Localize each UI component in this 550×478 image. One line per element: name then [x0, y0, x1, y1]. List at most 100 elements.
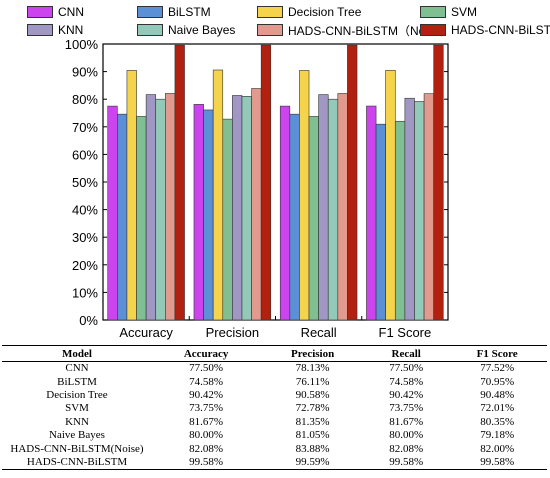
bar: [289, 113, 300, 321]
legend-item: HADS-CNN-BiLSTM: [420, 22, 550, 38]
table-cell-value: 81.67%: [189, 415, 224, 428]
table-cell-model: Naive Bayes: [49, 429, 105, 442]
y-tick-label: 0%: [79, 313, 98, 328]
table-cell-value: 99.59%: [260, 455, 366, 471]
table-cell-value: 99.58%: [152, 455, 261, 471]
y-tick-label: 80%: [72, 92, 98, 107]
bar: [203, 109, 214, 321]
table-cell-value: 77.50%: [389, 362, 424, 375]
header-model: Model: [2, 345, 152, 362]
table-cell-model: HADS-CNN-BiLSTM: [2, 455, 152, 471]
header-recall: Recall: [365, 345, 448, 362]
table-header-row: Model Accuracy Precision Recall F1 Score: [2, 345, 547, 362]
table-cell-value: 77.50%: [189, 362, 224, 375]
legend-label: BiLSTM: [168, 5, 211, 19]
x-tick-label: Accuracy: [119, 325, 173, 340]
bar: [308, 116, 319, 321]
table-cell-value: 99.58%: [365, 455, 448, 471]
table-cell-value: 72.78%: [295, 402, 330, 415]
bar: [260, 44, 272, 321]
table-cell-value: 99.58%: [447, 455, 547, 471]
bar: [241, 96, 252, 321]
table-cell-model: KNN: [65, 415, 89, 428]
table-cell-model: Decision Tree: [46, 388, 108, 401]
table-row: CNN 77.50% 78.13% 77.50% 77.52%: [2, 362, 547, 376]
legend-label: HADS-CNN-BiLSTM（Noise）: [288, 23, 453, 38]
table-cell-value: 76.11%: [295, 375, 330, 388]
legend-item: KNN: [27, 22, 83, 38]
table-cell-value: 80.35%: [480, 415, 515, 428]
table-cell-value: 73.75%: [389, 402, 424, 415]
y-tick-label: 10%: [72, 285, 98, 300]
legend-swatch: [420, 24, 446, 36]
legend-item: SVM: [420, 4, 477, 20]
bar: [433, 44, 444, 321]
legend-swatch: [257, 6, 283, 18]
legend-label: Naive Bayes: [168, 23, 236, 37]
bar: [117, 113, 128, 321]
x-tick-label: Precision: [206, 325, 259, 340]
y-tick-label: 40%: [72, 203, 98, 218]
bar: [299, 70, 310, 321]
y-tick-label: 30%: [72, 230, 98, 245]
header-accuracy: Accuracy: [152, 345, 261, 362]
bar: [423, 93, 434, 321]
table-row: HADS-CNN-BiLSTM(Noise) 82.08% 83.88% 82.08%…: [2, 442, 547, 455]
bar: [155, 98, 166, 321]
bar: [347, 44, 358, 321]
y-tick-label: 50%: [72, 175, 98, 190]
legend-label: CNN: [58, 5, 84, 19]
table-cell-model: CNN: [65, 362, 89, 375]
legend-item: Decision Tree: [257, 4, 361, 20]
legend-label: KNN: [58, 23, 84, 37]
legend-swatch: [27, 6, 53, 18]
legend-label: HADS-CNN-BiLSTM: [451, 23, 550, 37]
table-cell-value: 70.95%: [480, 375, 515, 388]
x-tick-label: F1 Score: [379, 325, 432, 340]
table-cell-value: 74.58%: [189, 375, 224, 388]
legend-label: Decision Tree: [288, 5, 362, 19]
table-cell-model: SVM: [65, 402, 89, 415]
bar: [251, 88, 262, 321]
table-cell-value: 83.88%: [295, 442, 330, 455]
table-cell-value: 82.00%: [480, 442, 515, 455]
chart-legend: CNN BiLSTM Decision Tree SVM KNN Naive Bayes H…: [0, 0, 550, 40]
header-precision: Precision: [260, 345, 366, 362]
table-cell-value: 78.13%: [295, 362, 330, 375]
bar: [232, 95, 243, 321]
legend-swatch: [420, 6, 446, 18]
bar-chart: 0% 10% 20% 30% 40% 50% 60% 70% 80% 90% 100% Accurac…: [65, 38, 449, 340]
x-tick-label: Recall: [301, 325, 337, 340]
legend-item: HADS-CNN-BiLSTM（Noise）: [257, 22, 453, 38]
y-tick-label: 100%: [65, 38, 99, 52]
table-row: KNN 81.67% 81.35% 81.67% 80.35%: [2, 416, 547, 429]
y-tick-label: 90%: [72, 65, 98, 80]
table-cell-value: 77.52%: [480, 362, 515, 375]
table-cell-model: BiLSTM: [57, 375, 97, 388]
table-cell-value: 82.08%: [189, 442, 224, 455]
table-cell-value: 80.00%: [189, 429, 224, 442]
table-cell-value: 90.58%: [295, 388, 330, 401]
bar: [327, 98, 339, 321]
table-cell-value: 81.35%: [295, 415, 330, 428]
table-cell-value: 90.42%: [389, 388, 424, 401]
legend-item: BiLSTM: [137, 4, 211, 20]
y-tick-label: 60%: [72, 147, 98, 162]
legend-swatch: [257, 24, 283, 36]
bar: [136, 116, 147, 321]
y-tick-label: 20%: [72, 258, 98, 273]
bar: [394, 120, 406, 321]
bar: [174, 44, 185, 321]
bar: [385, 69, 396, 321]
legend-item: Naive Bayes: [137, 22, 235, 38]
table-row: BiLSTM 74.58% 76.11% 74.58% 70.95%: [2, 375, 547, 388]
bar: [107, 105, 118, 321]
table-cell-value: 90.48%: [480, 388, 515, 401]
legend-item: CNN: [27, 4, 84, 20]
bar: [375, 123, 386, 321]
legend-swatch: [137, 24, 163, 36]
table-cell-value: 72.01%: [480, 402, 515, 415]
table-cell-value: 81.67%: [389, 415, 424, 428]
bar: [212, 69, 224, 321]
table-cell-model: HADS-CNN-BiLSTM(Noise): [10, 442, 144, 455]
